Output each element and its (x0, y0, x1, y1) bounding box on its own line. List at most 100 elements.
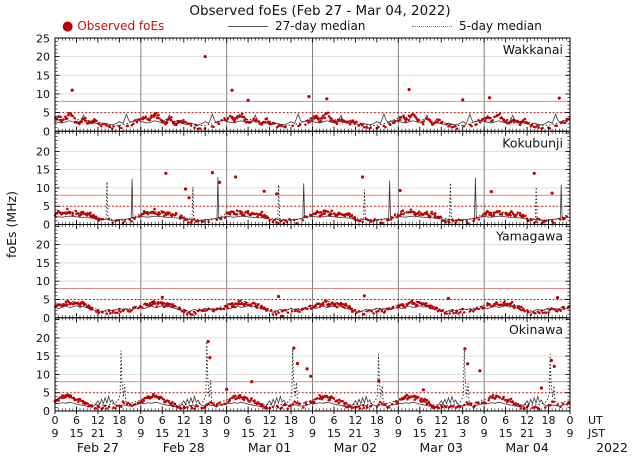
observed-dot (230, 115, 234, 119)
observed-dot (112, 125, 115, 128)
observed-outlier-dot (325, 97, 329, 101)
observed-dot (59, 115, 62, 118)
observed-dot (547, 311, 550, 314)
observed-dot (537, 407, 541, 411)
observed-dot (155, 112, 158, 115)
observed-dot (253, 401, 257, 405)
observed-dot (391, 305, 395, 309)
observed-dot (291, 402, 295, 406)
observed-dot (101, 122, 104, 126)
observed-dot (562, 307, 566, 310)
observed-dot (516, 211, 520, 214)
observed-dot (103, 404, 107, 408)
observed-dot (349, 120, 353, 123)
observed-dot (78, 305, 82, 308)
observed-dot (493, 211, 496, 215)
observed-dot (344, 120, 348, 123)
observed-dot (130, 404, 134, 408)
jst-tick-label: 15 (155, 427, 169, 440)
legend-5day-median: 5-day median (412, 19, 542, 33)
observed-dot (67, 114, 70, 117)
observed-dot (122, 308, 126, 311)
observed-dot (223, 216, 227, 219)
observed-dot (273, 310, 277, 313)
observed-dot (362, 312, 366, 316)
legend-27day-label: 27-day median (275, 19, 366, 33)
observed-dot (78, 122, 81, 126)
observed-dot (559, 309, 562, 313)
observed-dot (540, 309, 543, 312)
observed-dot (376, 309, 380, 313)
observed-dot (60, 120, 63, 123)
observed-dot (202, 309, 205, 313)
observed-dot (71, 114, 74, 118)
observed-dot (422, 120, 425, 123)
observed-dot (472, 310, 475, 313)
observed-dot (325, 299, 328, 303)
observed-dot (521, 307, 525, 311)
observed-dot (69, 395, 73, 399)
observed-dot (87, 304, 90, 307)
observed-dot (394, 400, 397, 403)
observed-dot (182, 120, 185, 124)
observed-dot (239, 299, 242, 302)
observed-dot (505, 399, 508, 402)
observed-dot-marker: ● (62, 19, 74, 34)
jst-tick-label: 15 (327, 427, 341, 440)
observed-dot (260, 403, 264, 406)
observed-dot (358, 407, 362, 410)
observed-dot (523, 121, 527, 124)
observed-dot (407, 301, 411, 305)
observed-dot (284, 403, 287, 407)
observed-dot (154, 302, 157, 305)
observed-dot (395, 216, 399, 219)
observed-dot (126, 401, 130, 405)
observed-dot (398, 118, 402, 122)
ut-tick-label: 18 (284, 414, 298, 427)
jst-tick-label: 3 (116, 427, 123, 440)
observed-dot (330, 119, 333, 122)
observed-dot (432, 306, 435, 309)
observed-dot (505, 119, 509, 122)
observed-dot (180, 215, 183, 219)
observed-dot (346, 405, 350, 409)
observed-dot (470, 124, 473, 128)
observed-dot (171, 400, 174, 404)
observed-dot (457, 218, 461, 221)
observed-dot (137, 118, 140, 121)
observed-dot (207, 307, 211, 310)
observed-outlier-dot (217, 180, 222, 184)
y-tick-label: 10 (36, 368, 50, 381)
observed-dot (117, 404, 121, 407)
observed-dot (312, 115, 316, 118)
observed-dot (509, 397, 513, 401)
observed-dot (477, 118, 480, 122)
observed-dot (81, 118, 85, 121)
date-label: Mar 01 (248, 440, 291, 455)
observed-dot (523, 310, 526, 313)
observed-dot (223, 118, 227, 121)
observed-dot (137, 306, 140, 310)
observed-dot (273, 218, 276, 222)
observed-dot (425, 210, 429, 214)
observed-dot (101, 311, 104, 314)
observed-dot (202, 406, 205, 410)
observed-dot (389, 123, 392, 127)
observed-dot (380, 402, 384, 405)
observed-dot (152, 392, 155, 396)
jst-tick-label: 21 (263, 427, 277, 440)
observed-dot (536, 124, 539, 128)
y-tick-label: 15 (36, 164, 50, 177)
observed-dot (210, 401, 214, 405)
observed-dot (327, 115, 331, 118)
ut-tick-label: 12 (263, 414, 277, 427)
observed-dot (80, 120, 83, 123)
observed-dot (294, 308, 298, 311)
observed-dot (219, 217, 223, 221)
observed-dot (171, 303, 175, 306)
observed-dot (491, 118, 494, 122)
observed-dot (117, 124, 121, 128)
jst-tick-label: 21 (434, 427, 448, 440)
observed-dot (120, 126, 123, 130)
jst-tick-label: 9 (52, 427, 59, 440)
